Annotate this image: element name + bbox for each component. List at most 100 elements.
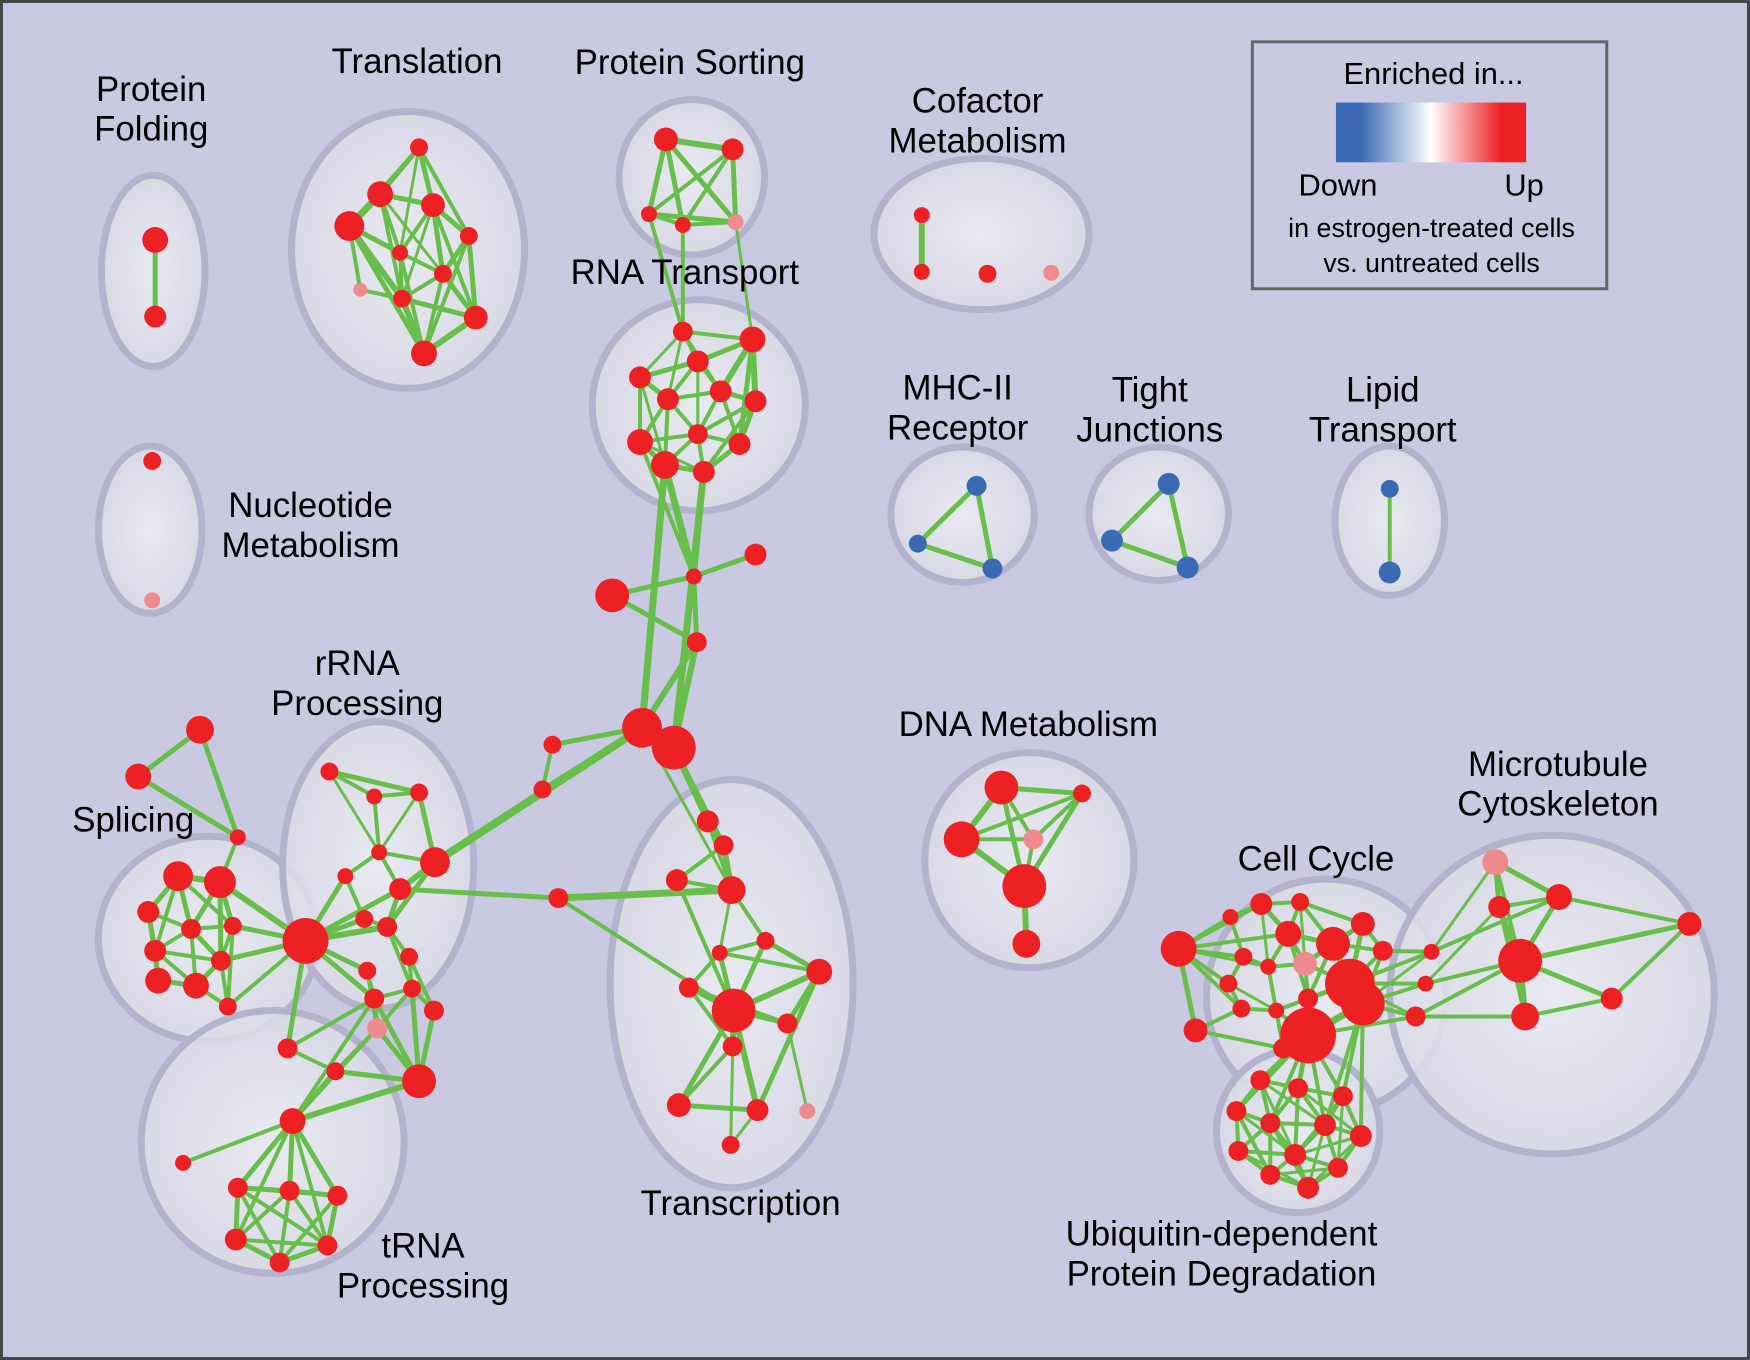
gene-set-node: [1332, 1086, 1353, 1107]
gene-set-node: [175, 1154, 192, 1171]
network-edge: [400, 203, 435, 301]
network-edge: [755, 969, 822, 1113]
gene-set-node: [1222, 908, 1239, 925]
cluster-ellipse-nucleotide_metabolism: [94, 442, 206, 617]
network-edge: [290, 1118, 340, 1199]
network-edge: [686, 985, 735, 1049]
gene-set-node: [1260, 1113, 1281, 1133]
gene-set-node: [1250, 1070, 1271, 1091]
gene-set-node: [713, 835, 734, 856]
gene-set-node: [1546, 884, 1572, 910]
network-edge: [385, 924, 415, 991]
network-edge: [638, 461, 669, 732]
legend-caption-line2: vs. untreated cells: [1323, 248, 1540, 278]
gene-set-node: [1273, 1038, 1294, 1059]
cluster-label-protein_sorting: Protein Sorting: [575, 43, 805, 82]
network-edge: [1430, 860, 1497, 954]
gene-set-node: [269, 1252, 290, 1273]
gene-set-node: [678, 977, 699, 998]
gene-set-node: [1405, 1006, 1426, 1027]
network-edge: [663, 136, 739, 225]
gene-set-node: [186, 715, 214, 744]
gene-set-node: [277, 1038, 298, 1059]
cluster-label-translation: Translation: [332, 42, 503, 81]
network-edge: [290, 1119, 330, 1248]
gene-set-node: [1293, 951, 1318, 976]
gene-set-node: [326, 1062, 345, 1081]
gene-set-node: [672, 321, 693, 342]
gene-set-node: [392, 244, 409, 261]
gene-set-node: [1002, 864, 1047, 908]
gene-set-node: [913, 207, 930, 224]
gene-set-node: [224, 1228, 247, 1251]
gene-set-node: [1228, 1140, 1249, 1161]
network-edge: [277, 1193, 340, 1265]
gene-set-node: [1260, 1164, 1281, 1185]
gene-set-node: [125, 763, 152, 790]
network-edge: [737, 337, 756, 447]
cluster-label-tight_junctions: Tight: [1112, 370, 1188, 409]
gene-set-node: [744, 543, 767, 566]
gene-set-node: [1600, 987, 1623, 1010]
gene-set-node: [666, 1093, 691, 1118]
network-edge: [1193, 1028, 1286, 1051]
gene-set-node: [1268, 1002, 1285, 1019]
gene-set-node: [913, 263, 930, 280]
gene-set-node: [421, 193, 445, 218]
gene-set-node: [728, 433, 751, 455]
cluster-label-rrna_processing: Processing: [271, 684, 443, 723]
network-edge: [233, 1119, 295, 1242]
network-edge: [1268, 1166, 1340, 1177]
gene-set-node: [651, 725, 696, 770]
network-edge: [647, 147, 735, 217]
cluster-label-lipid_transport: Transport: [1309, 410, 1457, 449]
gene-set-node: [137, 901, 160, 923]
gene-set-node: [279, 1108, 306, 1134]
gene-set-node: [1176, 556, 1199, 579]
network-edge: [680, 220, 738, 228]
network-edge: [734, 220, 755, 342]
gene-set-node: [1288, 1078, 1309, 1099]
gene-set-node: [908, 534, 927, 553]
gene-set-node: [403, 979, 422, 998]
cluster-label-trna_processing: tRNA: [381, 1227, 465, 1266]
gene-set-node: [696, 810, 719, 833]
gene-set-node: [984, 770, 1019, 805]
legend-gradient-bar: [1335, 102, 1527, 163]
gene-set-node: [1417, 975, 1434, 992]
gene-set-node: [622, 707, 662, 748]
cluster-ellipse-tight_junctions: [1085, 443, 1232, 584]
gene-set-node: [317, 1235, 338, 1256]
cluster-ellipse-mhc_ii_receptor: [887, 443, 1038, 586]
gene-set-node: [533, 780, 552, 799]
cluster-label-cofactor_metabolism: Metabolism: [889, 122, 1067, 161]
gene-set-node: [629, 366, 651, 389]
network-edge: [666, 330, 685, 401]
gene-set-node: [1297, 1176, 1320, 1199]
cluster-label-mhc_ii_receptor: Receptor: [887, 408, 1029, 447]
gene-set-node: [400, 947, 419, 966]
gene-set-node: [410, 138, 428, 157]
network-edge: [378, 192, 445, 276]
network-edge: [153, 948, 223, 963]
gene-set-node: [665, 869, 688, 892]
gene-set-node: [543, 735, 562, 754]
gene-set-node: [1298, 988, 1319, 1009]
legend-caption-line1: in estrogen-treated cells: [1288, 213, 1575, 243]
network-edge: [1609, 921, 1692, 1001]
network-edge: [287, 1188, 330, 1248]
gene-set-node: [627, 429, 653, 455]
gene-set-node: [320, 762, 339, 781]
gene-set-node: [144, 305, 167, 328]
cluster-label-protein_folding: Folding: [94, 110, 208, 149]
network-edge: [663, 136, 686, 228]
gene-set-node: [777, 1013, 798, 1034]
gene-set-node: [1183, 1018, 1208, 1043]
cluster-label-cell_cycle: Cell Cycle: [1238, 839, 1395, 878]
gene-set-node: [218, 997, 237, 1016]
gene-set-node: [358, 961, 377, 980]
network-edge: [1517, 921, 1692, 964]
gene-set-node: [1314, 1114, 1336, 1136]
